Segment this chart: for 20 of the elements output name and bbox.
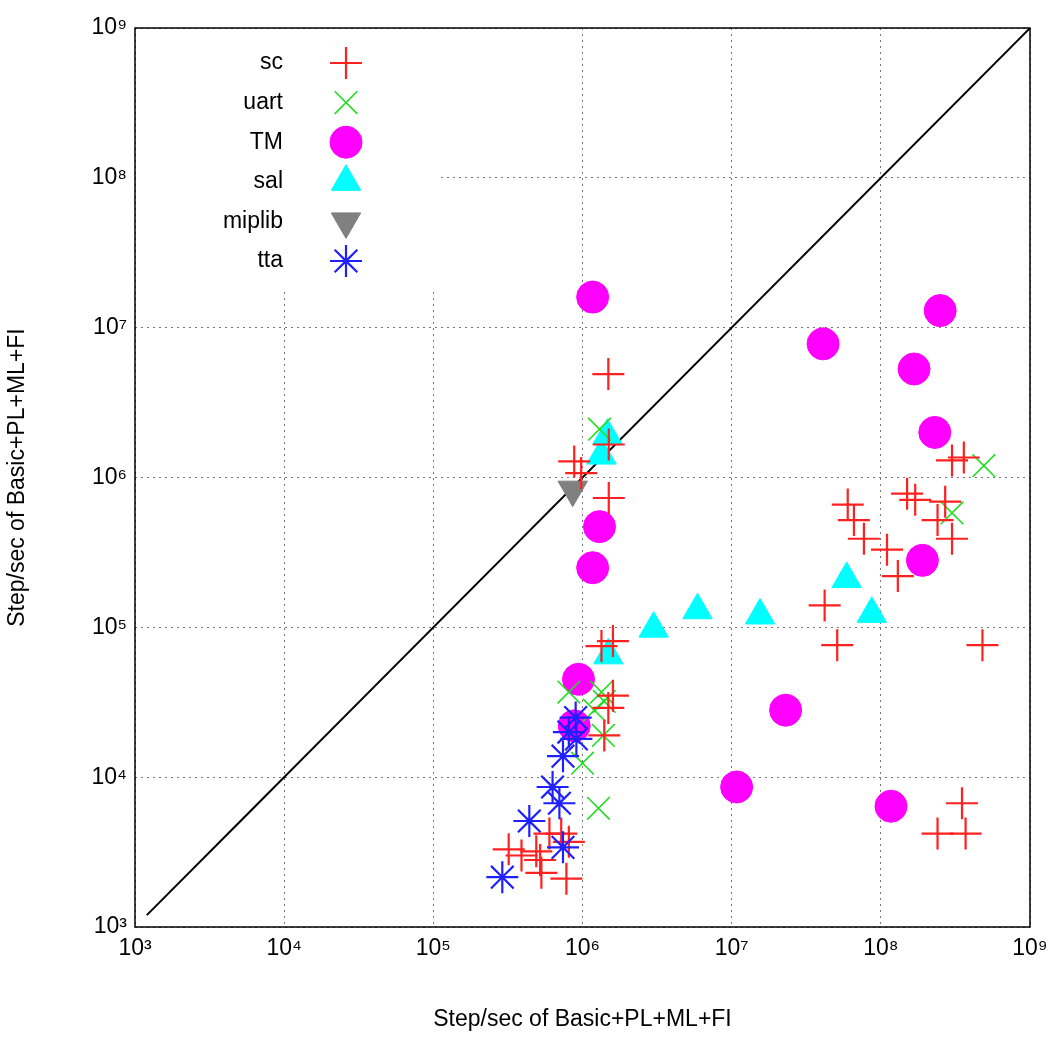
x-tick-label: 10⁹ bbox=[1012, 934, 1048, 961]
y-tick-label: 10⁷ bbox=[93, 313, 127, 340]
x-tick-label: 10⁸ bbox=[863, 934, 899, 961]
x-tick-label: 10⁷ bbox=[714, 934, 749, 961]
legend-label: TM bbox=[249, 127, 283, 154]
x-tick-label: 10⁶ bbox=[564, 934, 601, 961]
y-tick-label: 10⁵ bbox=[91, 612, 127, 639]
legend-label: miplib bbox=[222, 206, 283, 233]
legend-label: sal bbox=[253, 167, 283, 194]
x-tick-label: 10⁵ bbox=[415, 934, 451, 961]
y-tick-label: 10⁸ bbox=[91, 163, 127, 190]
legend-label: tta bbox=[257, 246, 284, 273]
legend-label: sc bbox=[260, 48, 283, 75]
y-tick-label: 10⁴ bbox=[91, 762, 127, 789]
y-tick-label: 10⁹ bbox=[91, 13, 127, 40]
x-axis-title: Step/sec of Basic+PL+ML+FI bbox=[433, 1004, 732, 1031]
y-tick-label: 10⁶ bbox=[91, 462, 127, 489]
x-tick-label: 10⁴ bbox=[266, 934, 302, 961]
y-axis-title: Step/sec of Basic+PL+ML+FI bbox=[3, 328, 30, 627]
legend-label: uart bbox=[243, 87, 284, 114]
